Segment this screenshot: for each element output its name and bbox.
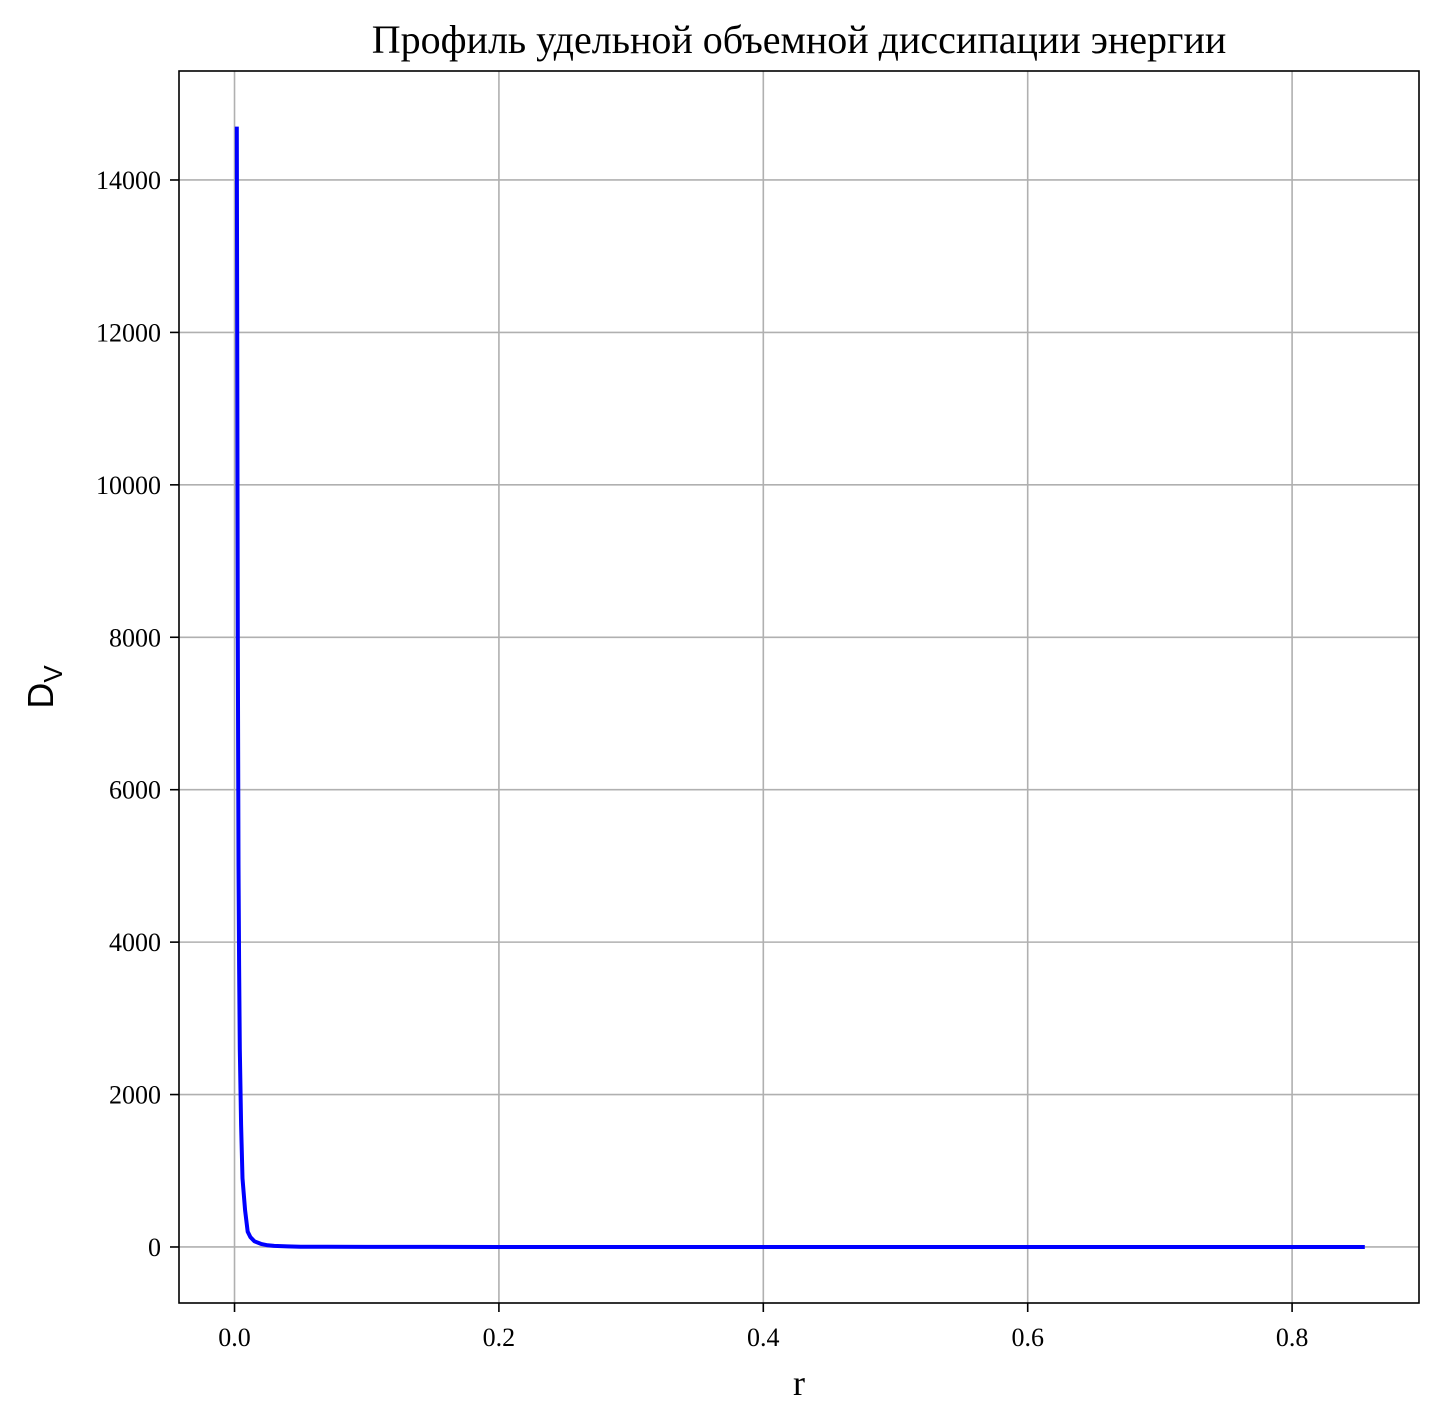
y-tick-label: 8000 — [109, 623, 161, 652]
series-line — [234, 126, 1365, 1249]
x-tick-label: 0.2 — [483, 1323, 516, 1352]
x-tick-label: 0.6 — [1011, 1323, 1044, 1352]
y-tick-label: 4000 — [109, 928, 161, 957]
y-tick-label: 0 — [148, 1233, 161, 1262]
y-axis-label-main: D — [20, 683, 61, 709]
x-axis: 0.0 0.2 0.4 0.6 0.8 — [218, 1303, 1308, 1352]
y-grid — [179, 179, 1419, 1248]
x-tick-label: 0.4 — [747, 1323, 780, 1352]
plot-frame — [178, 70, 1420, 1304]
y-tick-label: 12000 — [96, 318, 161, 347]
chart-title: Профиль удельной объемной диссипации эне… — [372, 17, 1227, 62]
x-axis-label: r — [793, 1363, 805, 1403]
y-axis: 0 2000 4000 6000 8000 10000 12000 14000 — [96, 166, 179, 1262]
y-axis-label-subscript: V — [38, 665, 68, 683]
y-tick-label: 14000 — [96, 166, 161, 195]
y-tick-label: 2000 — [109, 1081, 161, 1110]
x-tick-label: 0.0 — [218, 1323, 251, 1352]
y-axis-label: DV — [20, 665, 68, 709]
x-tick-label: 0.8 — [1276, 1323, 1309, 1352]
y-tick-label: 6000 — [109, 776, 161, 805]
x-grid — [233, 71, 1293, 1303]
y-tick-label: 10000 — [96, 471, 161, 500]
